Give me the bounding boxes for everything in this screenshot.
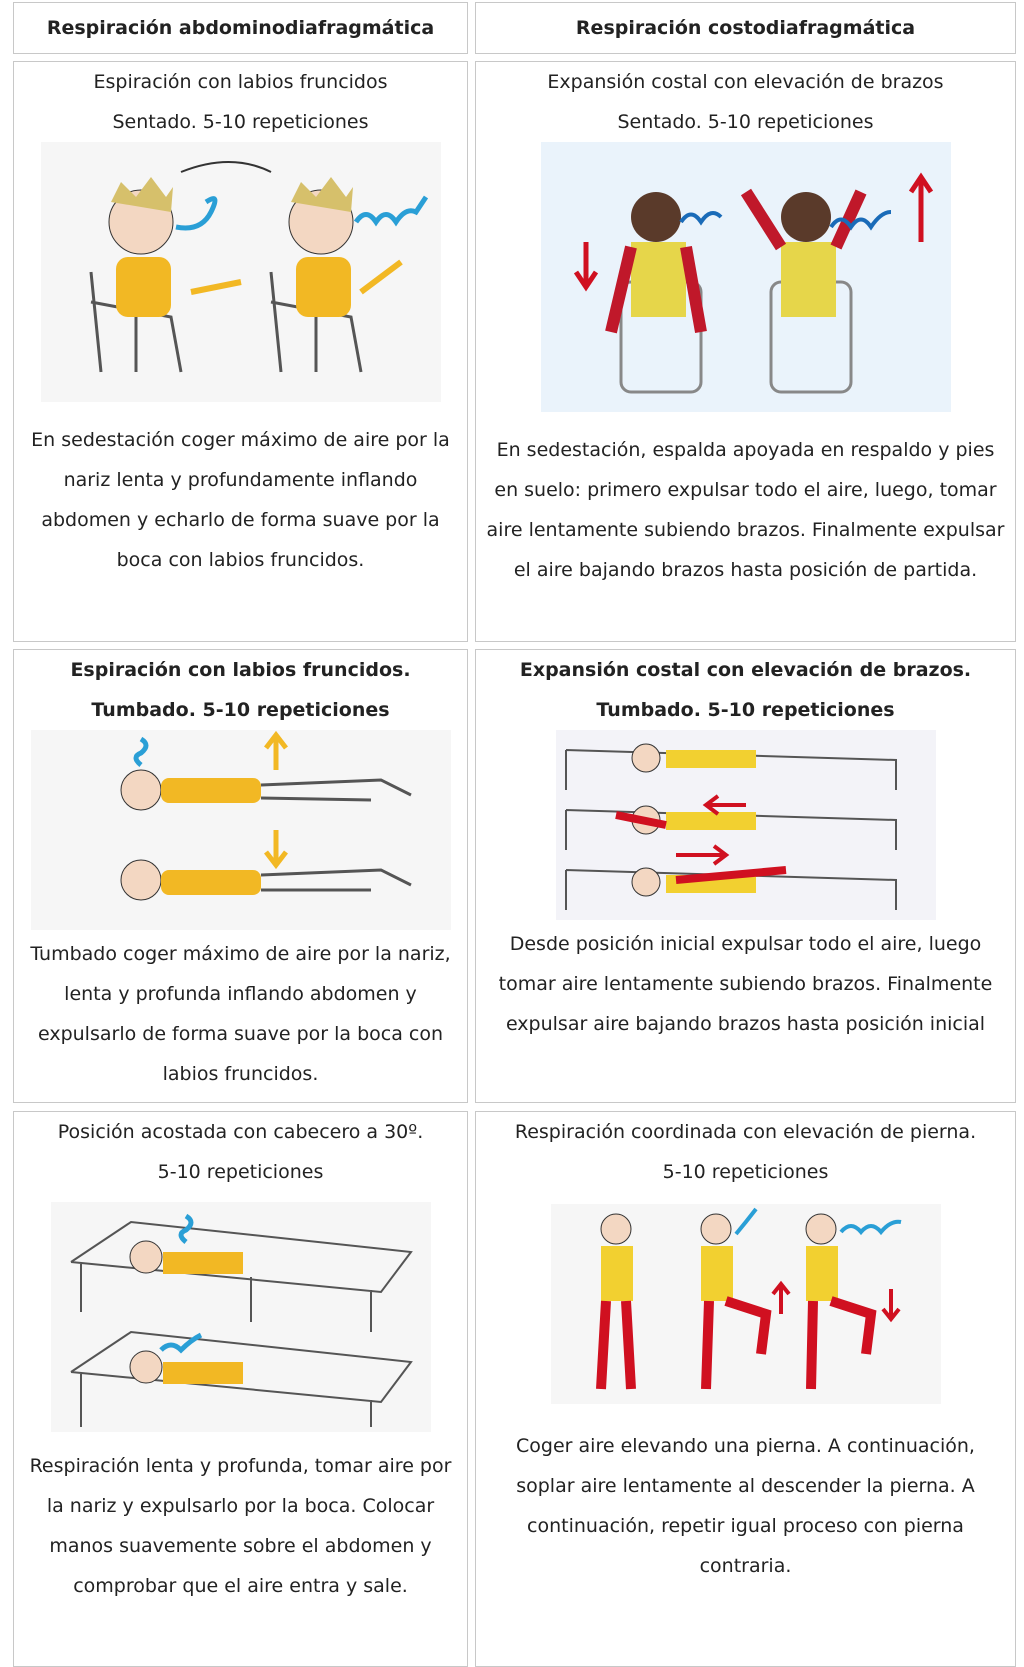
illustration [50,1202,431,1432]
cell-heading: Tumbado. 5-10 repeticiones [91,699,390,721]
cell-heading: Sentado. 5-10 repeticiones [112,111,369,133]
table-cell: Expansión costal con elevación de brazos… [475,61,1016,642]
cell-heading: Respiración coordinada con elevación de … [514,1121,977,1143]
cell-heading: Espiración con labios fruncidos [93,71,388,93]
cell-description: En sedestación coger máximo de aire por … [31,429,450,571]
cell-heading: 5-10 repeticiones [157,1161,324,1183]
table-cell: Respiración coordinada con elevación de … [475,1111,1016,1667]
illustration [40,142,441,402]
illustration [30,730,451,930]
table-cell: Espiración con labios fruncidos. Tumbado… [13,649,468,1103]
table-cell: Expansión costal con elevación de brazos… [475,649,1016,1103]
cell-description: Coger aire elevando una pierna. A contin… [516,1435,975,1577]
column-header: Respiración abdominodiafragmática [13,2,468,54]
cell-heading: 5-10 repeticiones [662,1161,829,1183]
cell-heading: Sentado. 5-10 repeticiones [617,111,874,133]
table-cell: Espiración con labios fruncidos Sentado.… [13,61,468,642]
table-cell: Posición acostada con cabecero a 30º. 5-… [13,1111,468,1667]
cell-description: En sedestación, espalda apoyada en respa… [486,439,1005,581]
cell-heading: Espiración con labios fruncidos. [70,659,411,681]
cell-description: Tumbado coger máximo de aire por la nari… [30,943,451,1085]
cell-heading: Tumbado. 5-10 repeticiones [596,699,895,721]
illustration [555,730,936,920]
cell-description: Desde posición inicial expulsar todo el … [498,933,993,1035]
cell-heading: Expansión costal con elevación de brazos… [519,659,972,681]
illustration [540,142,951,412]
cell-heading: Expansión costal con elevación de brazos [547,71,944,93]
cell-description: Respiración lenta y profunda, tomar aire… [29,1455,452,1597]
column-header: Respiración costodiafragmática [475,2,1016,54]
cell-heading: Posición acostada con cabecero a 30º. [57,1121,424,1143]
illustration [550,1204,941,1404]
